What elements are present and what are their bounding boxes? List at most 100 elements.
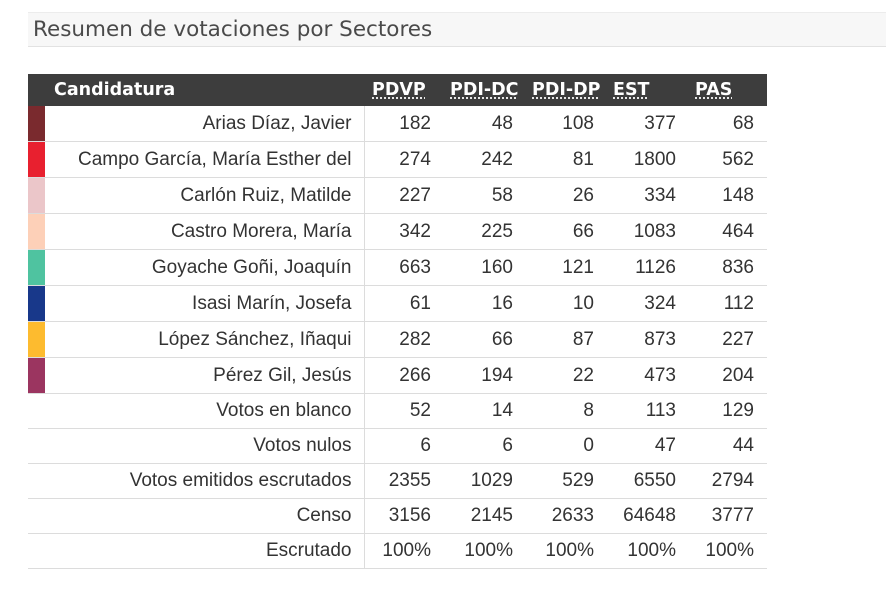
- summary-label: Votos emitidos escrutados: [47, 463, 365, 499]
- candidate-color-swatch: [28, 142, 45, 177]
- summary-value-pdi-dp: 100%: [524, 533, 605, 569]
- candidate-color-swatch: [28, 286, 45, 321]
- empty-swatch-cell: [28, 533, 47, 569]
- candidate-row: Goyache Goñi, Joaquín 663 160 121 1126 8…: [28, 249, 767, 286]
- votes-table-body: Arias Díaz, Javier 182 48 108 377 68 Cam…: [28, 106, 767, 569]
- sector-header-est[interactable]: EST: [605, 74, 687, 106]
- page-title: Resumen de votaciones por Sectores: [33, 17, 433, 42]
- sector-abbr-pdi-dc[interactable]: PDI-DC: [450, 80, 519, 100]
- candidate-color-cell: [28, 285, 47, 322]
- vote-count-pdi-dp: 81: [524, 141, 605, 178]
- vote-count-pas: 148: [687, 177, 767, 214]
- title-bar: Resumen de votaciones por Sectores: [28, 12, 886, 47]
- summary-value-est: 47: [605, 428, 687, 464]
- candidate-row: Isasi Marín, Josefa 61 16 10 324 112: [28, 285, 767, 322]
- vote-count-est: 324: [605, 285, 687, 322]
- candidate-color-cell: [28, 321, 47, 358]
- candidate-row: Castro Morera, María 342 225 66 1083 464: [28, 213, 767, 250]
- summary-value-pdi-dp: 2633: [524, 498, 605, 534]
- vote-count-pdi-dc: 194: [442, 357, 524, 394]
- candidate-color-cell: [28, 141, 47, 178]
- vote-count-pdi-dp: 66: [524, 213, 605, 250]
- summary-value-est: 100%: [605, 533, 687, 569]
- vote-count-pdvp: 342: [364, 213, 442, 250]
- vote-count-pdi-dc: 160: [442, 249, 524, 286]
- candidate-name: López Sánchez, Iñaqui: [47, 321, 365, 358]
- vote-count-pdvp: 266: [364, 357, 442, 394]
- summary-value-est: 113: [605, 393, 687, 429]
- summary-value-pdi-dp: 8: [524, 393, 605, 429]
- summary-value-pas: 100%: [687, 533, 767, 569]
- vote-count-pas: 836: [687, 249, 767, 286]
- sector-header-pdvp[interactable]: PDVP: [364, 74, 442, 106]
- summary-value-pdvp: 100%: [364, 533, 442, 569]
- summary-label: Votos en blanco: [47, 393, 365, 429]
- vote-count-pdvp: 274: [364, 141, 442, 178]
- candidate-color-swatch: [28, 322, 45, 357]
- summary-value-pdi-dp: 0: [524, 428, 605, 464]
- summary-value-pdvp: 52: [364, 393, 442, 429]
- vote-count-est: 334: [605, 177, 687, 214]
- empty-swatch-cell: [28, 393, 47, 429]
- vote-count-pas: 204: [687, 357, 767, 394]
- sector-abbr-est[interactable]: EST: [613, 80, 650, 100]
- vote-count-est: 1126: [605, 249, 687, 286]
- candidate-color-swatch: [28, 250, 45, 285]
- vote-count-pdi-dc: 225: [442, 213, 524, 250]
- summary-value-pdi-dc: 6: [442, 428, 524, 464]
- vote-count-pas: 68: [687, 106, 767, 142]
- candidate-row: Campo García, María Esther del 274 242 8…: [28, 141, 767, 178]
- vote-count-pdi-dp: 87: [524, 321, 605, 358]
- candidate-name: Castro Morera, María: [47, 213, 365, 250]
- summary-label: Censo: [47, 498, 365, 534]
- candidate-color-swatch: [28, 106, 45, 141]
- summary-value-pas: 44: [687, 428, 767, 464]
- vote-count-pas: 112: [687, 285, 767, 322]
- vote-count-pdi-dc: 58: [442, 177, 524, 214]
- sector-abbr-pas[interactable]: PAS: [695, 80, 733, 100]
- summary-row-blank-votes: Votos en blanco 52 14 8 113 129: [28, 393, 767, 429]
- vote-count-pdvp: 282: [364, 321, 442, 358]
- candidate-name: Carlón Ruiz, Matilde: [47, 177, 365, 214]
- vote-count-pdi-dc: 16: [442, 285, 524, 322]
- candidate-name: Isasi Marín, Josefa: [47, 285, 365, 322]
- summary-row-null-votes: Votos nulos 6 6 0 47 44: [28, 428, 767, 464]
- candidate-row: Carlón Ruiz, Matilde 227 58 26 334 148: [28, 177, 767, 214]
- candidate-color-swatch: [28, 178, 45, 213]
- summary-value-pdi-dc: 100%: [442, 533, 524, 569]
- vote-count-pdi-dc: 66: [442, 321, 524, 358]
- sector-header-pdi-dp[interactable]: PDI-DP: [524, 74, 605, 106]
- sector-abbr-pdvp[interactable]: PDVP: [372, 80, 426, 100]
- empty-swatch-cell: [28, 498, 47, 534]
- vote-count-pas: 464: [687, 213, 767, 250]
- sector-header-pdi-dc[interactable]: PDI-DC: [442, 74, 524, 106]
- summary-label: Escrutado: [47, 533, 365, 569]
- sector-header-pas[interactable]: PAS: [687, 74, 767, 106]
- vote-count-est: 473: [605, 357, 687, 394]
- summary-row-census: Censo 3156 2145 2633 64648 3777: [28, 498, 767, 534]
- vote-count-pdi-dc: 48: [442, 106, 524, 142]
- summary-value-pas: 129: [687, 393, 767, 429]
- sector-abbr-pdi-dp[interactable]: PDI-DP: [532, 80, 601, 100]
- summary-value-pdi-dc: 1029: [442, 463, 524, 499]
- vote-count-pdvp: 61: [364, 285, 442, 322]
- candidate-row: Arias Díaz, Javier 182 48 108 377 68: [28, 106, 767, 142]
- summary-value-pas: 3777: [687, 498, 767, 534]
- summary-value-pdi-dc: 14: [442, 393, 524, 429]
- summary-value-pdi-dc: 2145: [442, 498, 524, 534]
- vote-count-pdi-dc: 242: [442, 141, 524, 178]
- vote-count-est: 377: [605, 106, 687, 142]
- candidate-color-cell: [28, 213, 47, 250]
- candidate-name: Pérez Gil, Jesús: [47, 357, 365, 394]
- candidate-color-cell: [28, 106, 47, 142]
- candidate-row: Pérez Gil, Jesús 266 194 22 473 204: [28, 357, 767, 394]
- summary-value-pdi-dp: 529: [524, 463, 605, 499]
- candidate-name: Arias Díaz, Javier: [47, 106, 365, 142]
- summary-value-est: 6550: [605, 463, 687, 499]
- vote-count-pdi-dp: 22: [524, 357, 605, 394]
- votes-table: Candidatura PDVP PDI-DC PDI-DP EST PAS A…: [28, 74, 767, 569]
- candidate-row: López Sánchez, Iñaqui 282 66 87 873 227: [28, 321, 767, 358]
- vote-count-pdi-dp: 108: [524, 106, 605, 142]
- summary-value-pas: 2794: [687, 463, 767, 499]
- vote-count-pas: 562: [687, 141, 767, 178]
